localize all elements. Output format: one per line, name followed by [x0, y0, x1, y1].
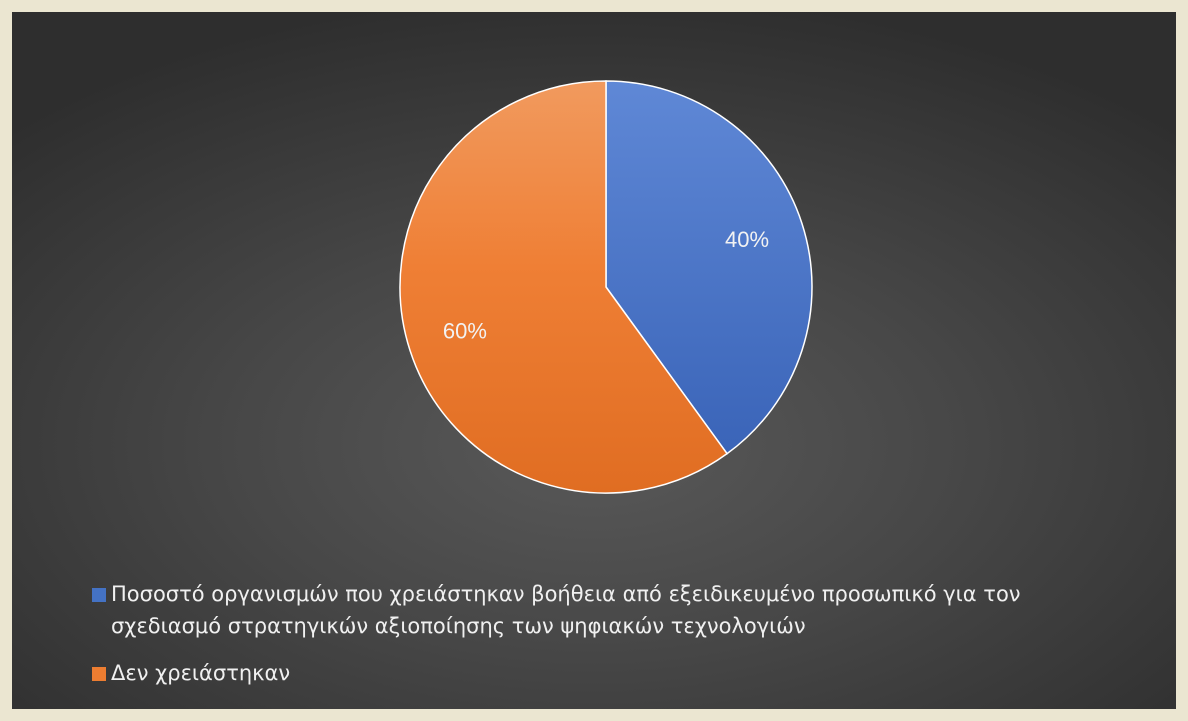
- legend-swatch-1: [92, 588, 106, 602]
- pie-data-label-1: 40%: [725, 227, 769, 252]
- pie-data-label-2: 60%: [443, 319, 487, 344]
- legend-label-2: Δεν χρειάστηκαν: [111, 661, 291, 685]
- chart-legend: Ποσοστό οργανισμών που χρειάστηκαν βοήθε…: [92, 578, 1132, 704]
- pie-slice-2: [399, 80, 729, 494]
- legend-entry-1: Ποσοστό οργανισμών που χρειάστηκαν βοήθε…: [92, 578, 1132, 642]
- pie-slices: [399, 80, 813, 494]
- pie-data-labels: 40% 60%: [443, 227, 769, 344]
- legend-label-1: Ποσοστό οργανισμών που χρειάστηκαν βοήθε…: [111, 582, 1021, 638]
- legend-entry-2: Δεν χρειάστηκαν: [92, 657, 1132, 689]
- legend-swatch-2: [92, 667, 106, 681]
- chart-frame: 40% 60% Ποσοστό οργανισμών που χρειάστηκα…: [12, 12, 1176, 709]
- pie-chart: 40% 60%: [399, 80, 813, 494]
- pie-slice-1: [605, 80, 813, 455]
